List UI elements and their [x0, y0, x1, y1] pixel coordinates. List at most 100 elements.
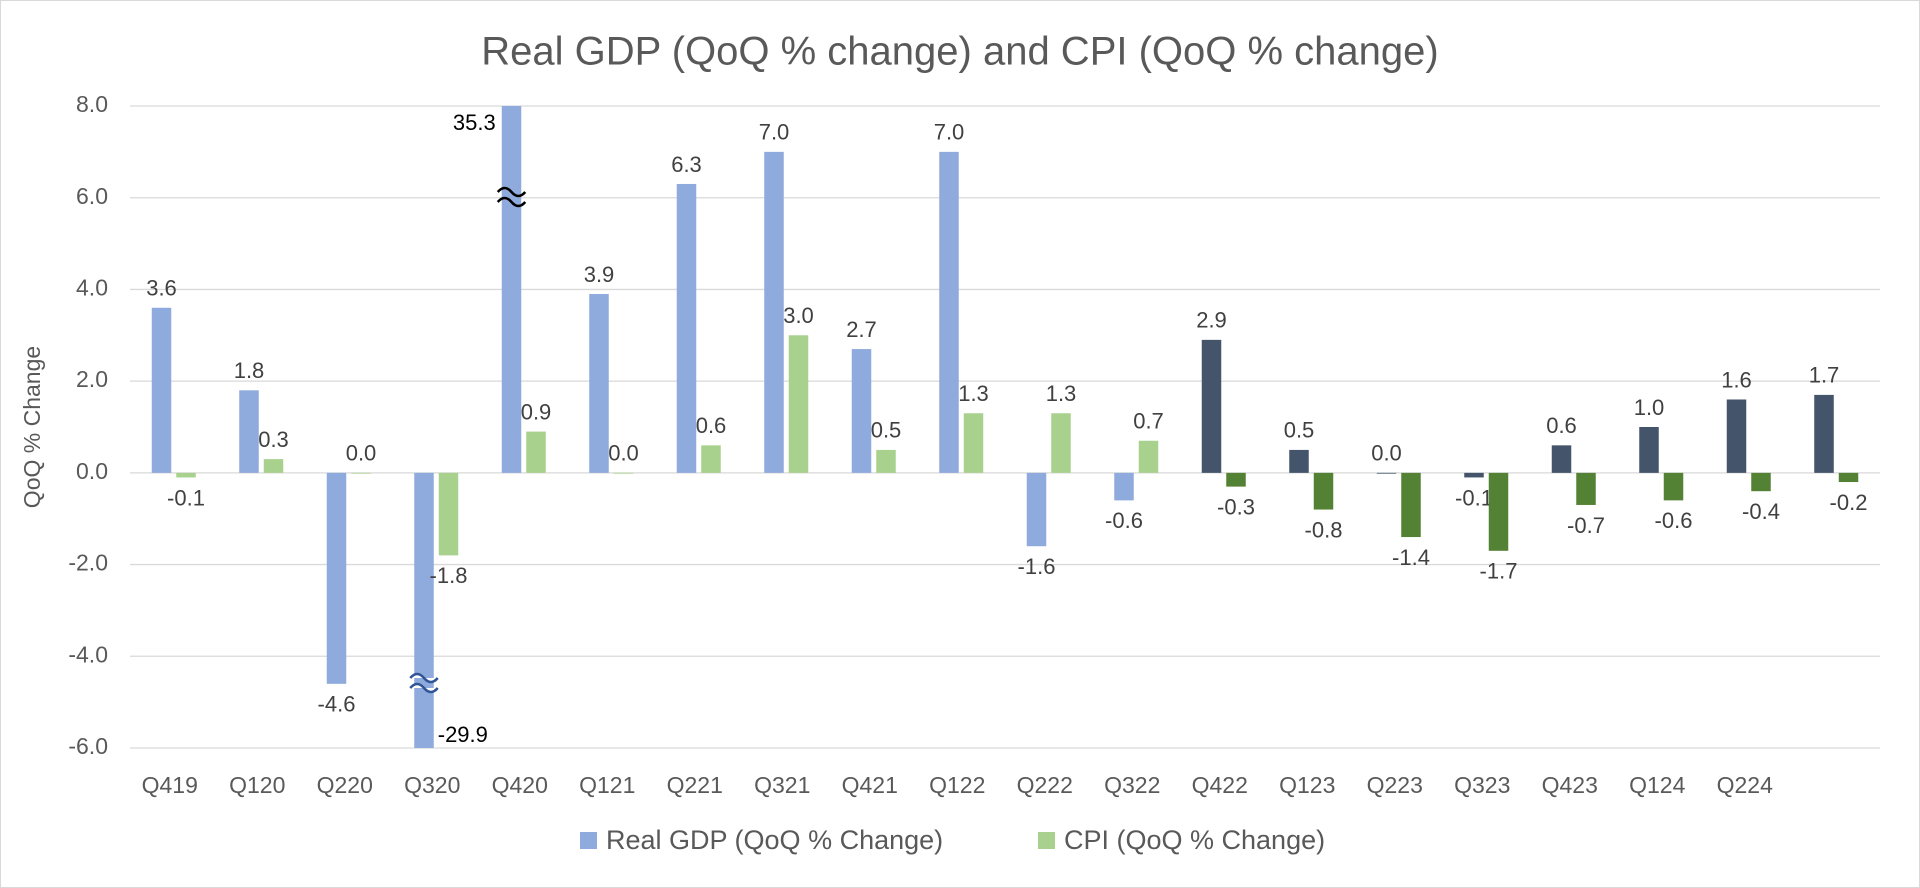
x-tick-label: Q224	[1717, 772, 1773, 798]
bar	[1464, 472, 1484, 478]
value-label: 2.9	[1196, 308, 1227, 333]
bar	[1401, 472, 1421, 538]
bar	[876, 449, 896, 473]
bar	[414, 472, 434, 748]
x-tick-label: Q420	[492, 772, 548, 798]
bar	[1114, 472, 1134, 501]
x-tick-label: Q121	[579, 772, 635, 798]
x-tick-label: Q419	[142, 772, 198, 798]
y-tick-label: -6.0	[68, 733, 108, 759]
value-label: 7.0	[759, 120, 790, 145]
y-axis-label: QoQ % Change	[19, 346, 45, 508]
value-label: 1.8	[234, 358, 265, 383]
value-label: -0.1	[1455, 485, 1493, 510]
value-label: -0.8	[1305, 517, 1343, 542]
value-label: 3.6	[146, 276, 177, 301]
chart-title: Real GDP (QoQ % change) and CPI (QoQ % c…	[481, 30, 1438, 74]
bar	[526, 431, 546, 473]
bar	[239, 390, 259, 473]
value-label: -0.4	[1742, 499, 1780, 524]
value-label: 0.0	[346, 441, 377, 466]
y-tick-label: 8.0	[76, 91, 108, 117]
bar	[351, 472, 371, 474]
bar	[764, 151, 784, 473]
bar	[1488, 472, 1509, 551]
value-label: -1.7	[1480, 559, 1518, 584]
bar	[176, 472, 196, 478]
value-label: 0.7	[1133, 409, 1164, 434]
value-label: -0.1	[167, 485, 205, 510]
value-label: 1.7	[1809, 363, 1840, 388]
x-tick-label: Q422	[1192, 772, 1248, 798]
bar	[701, 445, 721, 473]
x-tick-label: Q322	[1104, 772, 1160, 798]
bar	[1814, 394, 1834, 473]
value-label: 7.0	[934, 120, 965, 145]
bar	[1838, 472, 1859, 483]
bar	[1289, 449, 1309, 473]
value-label: 0.5	[871, 418, 902, 443]
bar	[963, 413, 984, 473]
value-label: 0.0	[608, 441, 639, 466]
value-label: 1.3	[1046, 381, 1077, 406]
value-label: 0.6	[696, 413, 727, 438]
x-tick-label: Q221	[667, 772, 723, 798]
legend-label: CPI (QoQ % Change)	[1064, 825, 1325, 855]
y-tick-label: 4.0	[76, 275, 108, 301]
value-label: -1.4	[1392, 545, 1430, 570]
value-label: -0.7	[1567, 513, 1605, 538]
value-label: 3.0	[783, 303, 814, 328]
value-label: -1.6	[1018, 554, 1056, 579]
value-label: -0.3	[1217, 494, 1255, 519]
legend-label: Real GDP (QoQ % Change)	[606, 825, 943, 855]
bar	[1026, 472, 1047, 547]
bar	[326, 472, 347, 684]
x-tick-label: Q421	[842, 772, 898, 798]
value-label: 2.7	[846, 317, 877, 342]
value-label: -4.6	[318, 692, 356, 717]
value-label: -1.8	[430, 563, 468, 588]
axis-break	[496, 186, 527, 208]
bar	[1201, 339, 1222, 473]
bar	[1551, 445, 1572, 473]
value-label: 1.3	[958, 381, 989, 406]
x-tick-label: Q123	[1279, 772, 1335, 798]
value-label: -0.2	[1830, 490, 1868, 515]
x-tick-label: Q323	[1454, 772, 1510, 798]
legend-swatch	[580, 832, 597, 849]
bar	[1226, 472, 1246, 487]
value-label: 3.9	[584, 262, 615, 287]
legend-swatch	[1038, 832, 1055, 849]
value-label: -0.6	[1105, 508, 1143, 533]
bar	[1376, 472, 1397, 474]
bar	[788, 335, 809, 473]
bar	[1663, 472, 1684, 501]
value-label: 35.3	[453, 110, 496, 135]
bar	[1576, 472, 1596, 505]
axis-break	[409, 672, 439, 694]
x-tick-label: Q321	[754, 772, 810, 798]
value-label: 0.6	[1546, 413, 1577, 438]
x-tick-label: Q222	[1017, 772, 1073, 798]
bar	[1051, 413, 1071, 473]
x-tick-label: Q122	[929, 772, 985, 798]
bar	[939, 151, 959, 473]
x-tick-label: Q120	[229, 772, 285, 798]
value-label: -29.9	[438, 722, 488, 747]
bar	[589, 294, 609, 473]
value-label: 1.0	[1634, 395, 1665, 420]
x-tick-label: Q320	[404, 772, 460, 798]
x-tick-label: Q220	[317, 772, 373, 798]
y-tick-label: -4.0	[68, 641, 108, 667]
bar	[1726, 399, 1747, 473]
bar	[851, 349, 872, 473]
y-tick-label: -2.0	[68, 550, 108, 576]
bar	[501, 106, 522, 473]
bar	[263, 459, 284, 473]
value-label: 0.0	[1371, 441, 1402, 466]
bar	[613, 472, 634, 474]
value-label: 6.3	[671, 152, 702, 177]
bar	[151, 307, 172, 473]
